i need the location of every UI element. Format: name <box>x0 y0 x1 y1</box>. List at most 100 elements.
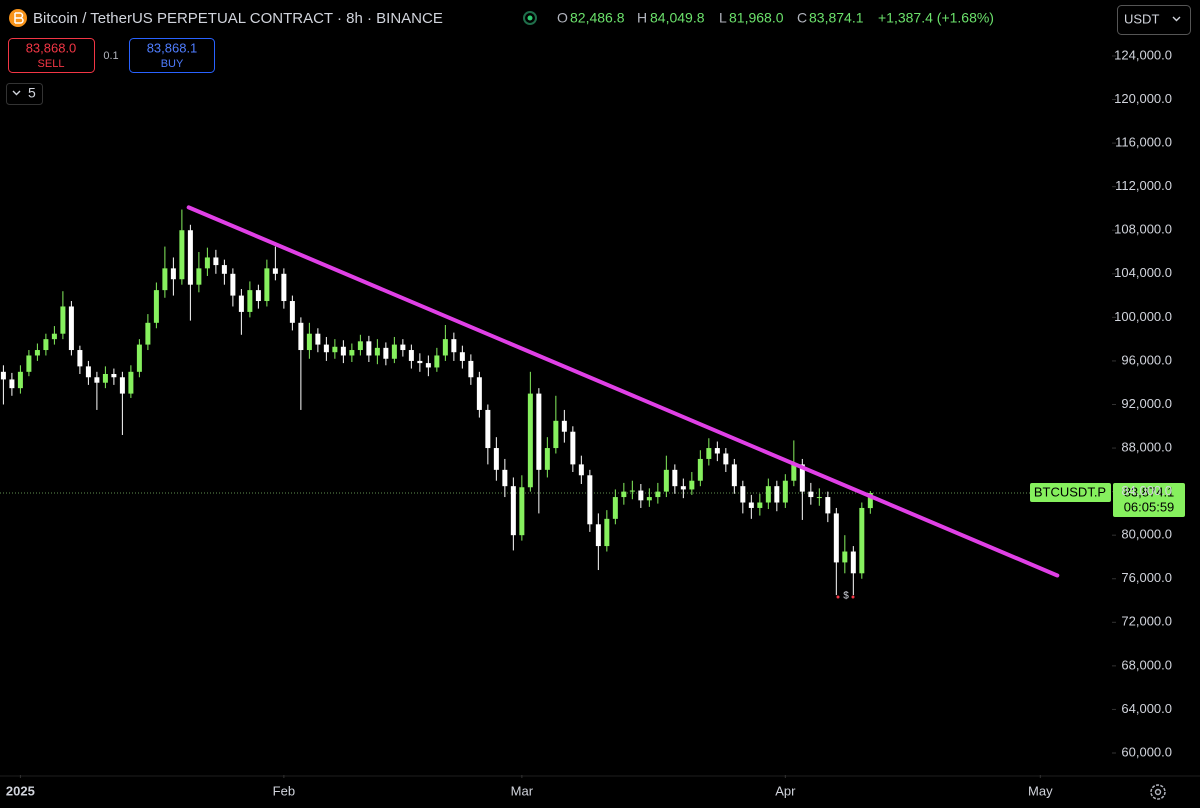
sell-button[interactable]: 83,868.0 SELL <box>8 38 95 73</box>
candle-body <box>383 347 389 359</box>
candle-body <box>85 366 91 378</box>
candle-body <box>485 409 491 449</box>
status-dot <box>527 15 533 21</box>
candle-body <box>230 273 236 296</box>
candle-body <box>425 363 431 368</box>
candle-body <box>825 497 831 514</box>
plot <box>0 55 1116 778</box>
currency-label[interactable]: USDT <box>1124 11 1159 26</box>
toggle-box[interactable] <box>6 83 43 105</box>
candle-body <box>468 360 474 378</box>
candle-body <box>247 290 253 312</box>
candle-body <box>612 497 618 519</box>
y-tick-label: 72,000.0 <box>1121 614 1172 629</box>
candle-body <box>0 371 6 380</box>
candle-body <box>451 339 457 353</box>
candle-body <box>68 306 74 351</box>
candle-body <box>476 377 482 410</box>
y-tick-label: 68,000.0 <box>1121 657 1172 672</box>
candle-body <box>748 502 754 508</box>
candle-body <box>587 475 593 525</box>
candle-body <box>43 339 49 351</box>
candle-body <box>289 301 295 323</box>
y-tick-label: 112,000.0 <box>1115 178 1172 193</box>
candle-body <box>714 448 720 454</box>
candle-body <box>816 497 822 499</box>
event-marker: $ <box>843 591 849 602</box>
buy-button[interactable]: 83,868.1 BUY <box>129 38 215 73</box>
candle-body <box>306 333 312 351</box>
candle-body <box>740 486 746 503</box>
y-tick-label: 60,000.0 <box>1121 744 1172 759</box>
x-tick-label: Feb <box>273 783 295 798</box>
candle-body <box>128 371 134 394</box>
candle-body <box>774 486 780 503</box>
currency-box[interactable] <box>1117 5 1191 35</box>
candle-body <box>374 347 380 356</box>
candle-body <box>544 448 550 470</box>
candle-body <box>578 464 584 476</box>
candle-body <box>213 257 219 266</box>
y-tick-label: 116,000.0 <box>1115 135 1172 150</box>
candle-body <box>672 469 678 487</box>
candle-body <box>221 265 227 274</box>
gear-hub[interactable] <box>1154 788 1162 796</box>
candle-body <box>697 458 703 481</box>
candle-body <box>799 464 805 492</box>
coin-glyph <box>14 12 24 24</box>
candle-body <box>272 268 278 274</box>
gear-outline[interactable] <box>1150 784 1166 800</box>
indicator-toggle[interactable]: 5 <box>6 83 43 105</box>
candle-body <box>9 379 15 389</box>
candle-body <box>349 350 355 356</box>
y-tick-label: 92,000.0 <box>1121 396 1172 411</box>
candle-body <box>689 480 695 490</box>
settings-button[interactable] <box>1150 784 1166 800</box>
candle-body <box>323 344 329 353</box>
x-tick-label: 2025 <box>6 783 35 798</box>
candle-body <box>757 502 763 508</box>
indicator-count[interactable]: 5 <box>28 85 36 101</box>
x-tick-label: Mar <box>511 783 534 798</box>
candle-body <box>94 377 100 383</box>
candle-body <box>859 507 865 574</box>
buy-label[interactable]: BUY <box>161 58 184 70</box>
candle-body <box>26 355 32 372</box>
currency-selector[interactable]: USDT <box>1117 5 1191 35</box>
candle-body <box>629 490 635 492</box>
candle-body <box>51 333 57 340</box>
sell-label[interactable]: SELL <box>38 58 65 70</box>
candle-body <box>442 339 448 356</box>
candle-body <box>527 393 533 488</box>
buy-price[interactable]: 83,868.1 <box>147 40 198 55</box>
trendline <box>186 205 1060 578</box>
y-tick-label: 120,000.0 <box>1114 91 1172 106</box>
candle-body <box>145 322 151 345</box>
event-dot <box>851 595 855 599</box>
x-tick-label: May <box>1028 783 1053 798</box>
candle-body <box>867 492 873 509</box>
candle-body <box>34 350 40 356</box>
candle-body <box>102 373 108 383</box>
candle-body <box>680 486 686 490</box>
candle-body <box>204 257 210 269</box>
y-tick-label: 108,000.0 <box>1114 222 1172 237</box>
sell-box[interactable] <box>8 38 95 73</box>
candle-body <box>400 344 406 351</box>
candle-body <box>17 371 23 389</box>
y-tick-label: 80,000.0 <box>1121 527 1172 542</box>
buy-box[interactable] <box>129 38 215 73</box>
y-tick-label: 76,000.0 <box>1121 570 1172 585</box>
candle-body <box>196 268 202 285</box>
candle-body <box>238 295 244 312</box>
ohlc-key: C <box>797 10 807 26</box>
sell-price[interactable]: 83,868.0 <box>26 40 77 55</box>
chevron[interactable] <box>1172 16 1181 22</box>
ohlc-value: 84,049.8 <box>650 10 705 26</box>
event-dot <box>836 595 840 599</box>
candle-body <box>502 469 508 487</box>
status-icon <box>523 11 537 25</box>
chevron[interactable] <box>12 90 21 96</box>
